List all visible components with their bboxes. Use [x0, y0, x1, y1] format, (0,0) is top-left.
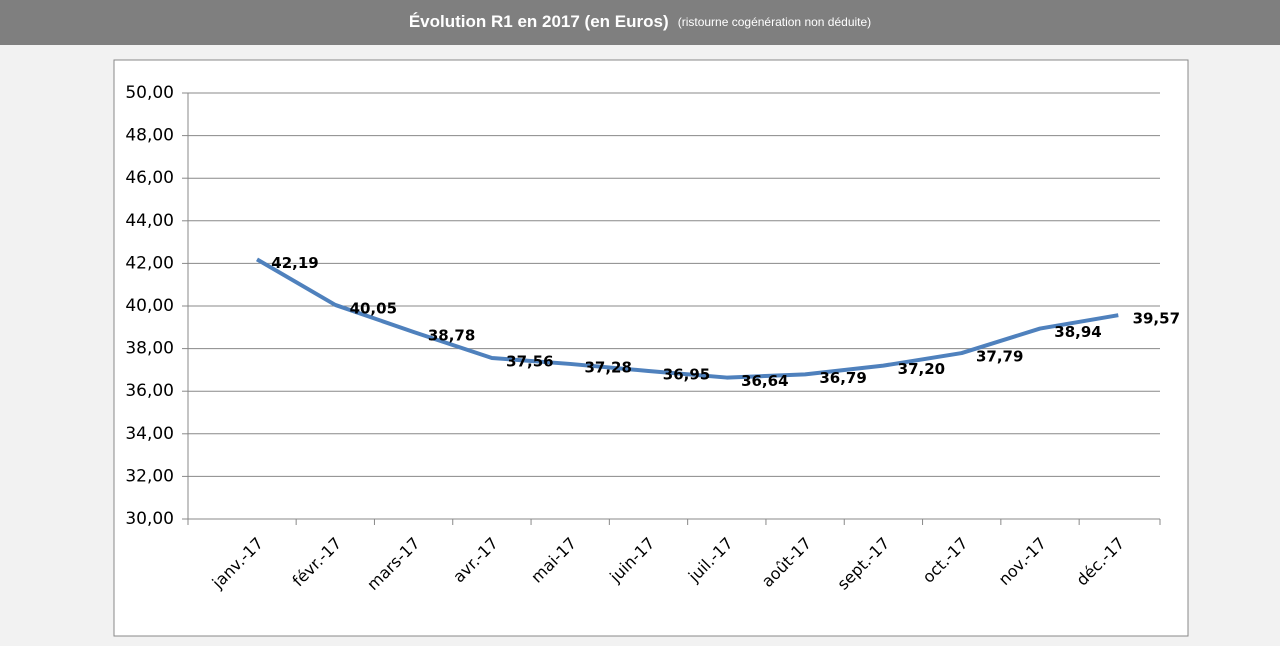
y-tick-label: 34,00 [125, 424, 174, 444]
data-label: 38,94 [1054, 323, 1101, 341]
data-label: 36,79 [819, 369, 866, 387]
data-label: 37,79 [976, 348, 1023, 366]
y-tick-label: 36,00 [125, 381, 174, 401]
title-bar [0, 0, 1280, 45]
y-tick-label: 38,00 [125, 339, 174, 359]
y-tick-label: 40,00 [125, 296, 174, 316]
y-tick-label: 32,00 [125, 466, 174, 486]
series-line [255, 257, 1119, 380]
chart-title: Évolution R1 en 2017 (en Euros) [409, 12, 669, 31]
data-label: 36,95 [663, 365, 710, 383]
y-tick-label: 46,00 [125, 168, 174, 188]
data-label: 40,05 [350, 299, 397, 317]
data-label: 38,78 [428, 326, 475, 344]
y-tick-label: 48,00 [125, 126, 174, 146]
y-tick-label: 44,00 [125, 211, 174, 231]
y-tick-label: 42,00 [125, 253, 174, 273]
y-tick-label: 50,00 [125, 83, 174, 103]
y-tick-label: 30,00 [125, 509, 174, 529]
title-group: Évolution R1 en 2017 (en Euros) (ristour… [409, 12, 871, 31]
data-label: 42,19 [271, 254, 318, 272]
chart-box [113, 59, 1189, 637]
chart-subtitle: (ristourne cogénération non déduite) [678, 15, 871, 29]
data-label: 39,57 [1133, 310, 1180, 328]
data-label: 36,64 [741, 372, 788, 390]
data-label: 37,56 [506, 352, 553, 370]
data-label: 37,28 [584, 358, 631, 376]
data-label: 37,20 [898, 360, 945, 378]
